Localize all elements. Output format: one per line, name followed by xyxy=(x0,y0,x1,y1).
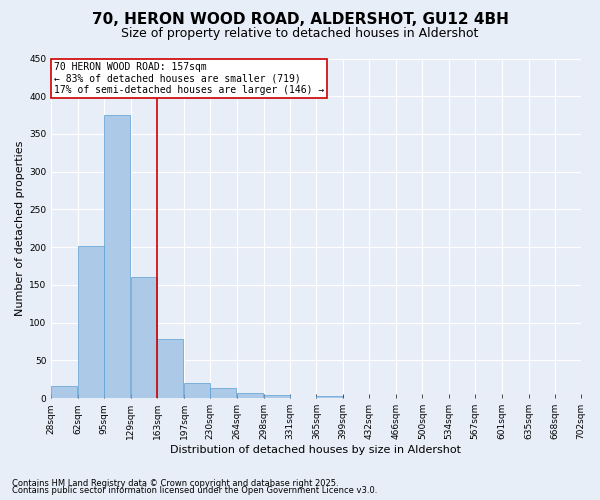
Text: 70, HERON WOOD ROAD, ALDERSHOT, GU12 4BH: 70, HERON WOOD ROAD, ALDERSHOT, GU12 4BH xyxy=(92,12,508,28)
Y-axis label: Number of detached properties: Number of detached properties xyxy=(15,140,25,316)
Bar xyxy=(184,383,210,398)
Bar xyxy=(78,246,104,398)
Bar xyxy=(51,386,77,398)
Bar xyxy=(157,338,184,398)
Bar xyxy=(131,278,157,398)
Bar xyxy=(104,115,130,398)
Text: Contains public sector information licensed under the Open Government Licence v3: Contains public sector information licen… xyxy=(12,486,377,495)
Text: Size of property relative to detached houses in Aldershot: Size of property relative to detached ho… xyxy=(121,28,479,40)
Bar xyxy=(263,395,290,398)
Bar xyxy=(237,393,263,398)
Bar xyxy=(210,388,236,398)
Text: Contains HM Land Registry data © Crown copyright and database right 2025.: Contains HM Land Registry data © Crown c… xyxy=(12,478,338,488)
Bar xyxy=(316,396,342,398)
Text: 70 HERON WOOD ROAD: 157sqm
← 83% of detached houses are smaller (719)
17% of sem: 70 HERON WOOD ROAD: 157sqm ← 83% of deta… xyxy=(54,62,324,95)
X-axis label: Distribution of detached houses by size in Aldershot: Distribution of detached houses by size … xyxy=(170,445,461,455)
